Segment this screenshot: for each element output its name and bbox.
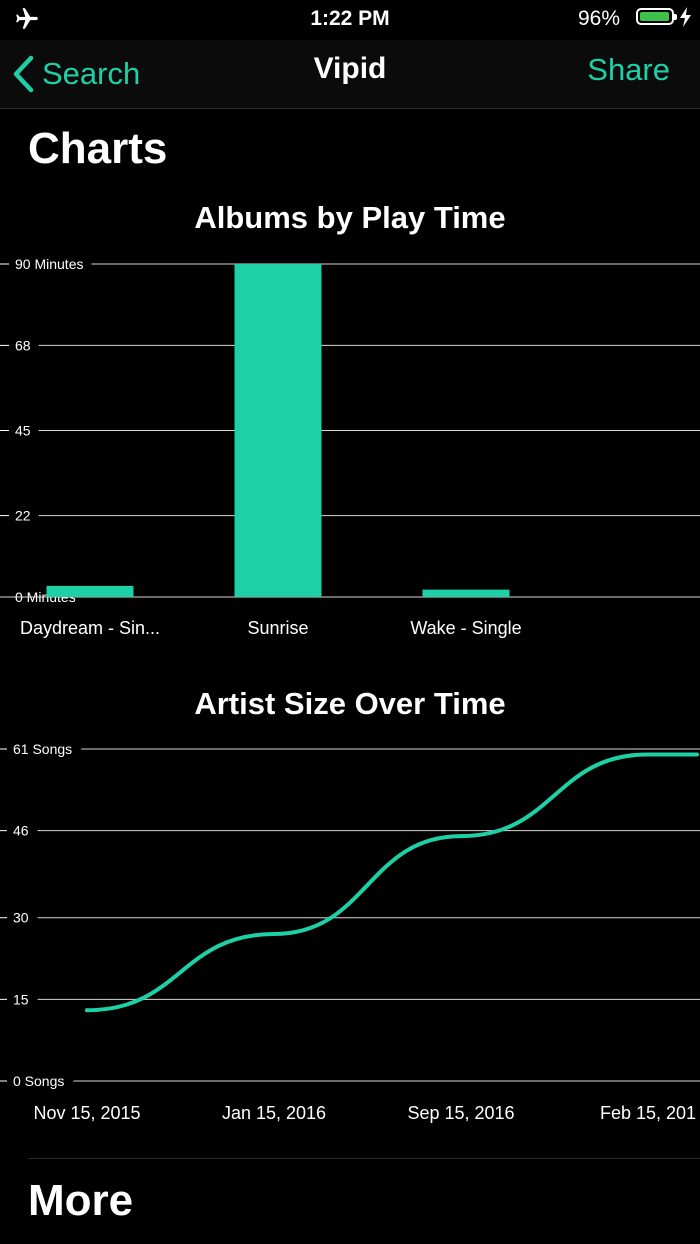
battery-percent: 96%	[577, 7, 620, 30]
line-chart: 0 Songs 15 30 46 61 Songs Nov 15, 2015 Jan 15,…	[0, 741, 700, 1123]
charging-bolt-icon	[680, 7, 692, 32]
y-tick-label: 22	[15, 508, 31, 524]
y-tick-label: 45	[15, 423, 31, 439]
back-button[interactable]: Search	[12, 50, 140, 98]
bar	[422, 589, 510, 597]
more-section-title: More	[28, 1176, 134, 1225]
y-tick-label: 46	[13, 823, 29, 839]
x-tick-label: Nov 15, 2015	[33, 1103, 140, 1123]
x-tick-label: Sep 15, 2016	[407, 1103, 514, 1123]
data-point	[85, 1008, 89, 1013]
section-divider	[28, 1158, 700, 1159]
data-point	[459, 834, 463, 839]
data-point	[272, 932, 276, 937]
charts-section-title: Charts	[28, 124, 168, 173]
x-tick-label: Sunrise	[247, 618, 308, 638]
x-tick-label: Daydream - Sin...	[20, 618, 160, 638]
y-tick-label: 68	[15, 337, 31, 353]
y-tick-label: 61 Songs	[13, 741, 72, 757]
x-tick-label: Feb 15, 201	[600, 1103, 696, 1123]
navigation-bar: Search Vipid Share	[0, 40, 700, 109]
data-point	[646, 752, 650, 757]
y-tick-label: 0 Songs	[13, 1073, 64, 1089]
line-chart-title: Artist Size Over Time	[194, 686, 506, 721]
x-tick-label: Wake - Single	[410, 618, 521, 638]
status-bar: 1:22 PM 96%	[0, 0, 700, 40]
y-tick-label: 90 Minutes	[15, 256, 83, 272]
bar	[46, 585, 134, 597]
chevron-left-icon	[13, 55, 34, 93]
x-tick-label: Jan 15, 2016	[222, 1103, 326, 1123]
bar-chart-title: Albums by Play Time	[194, 200, 506, 235]
series-line	[85, 752, 699, 1013]
share-button[interactable]: Share	[587, 52, 670, 87]
bar	[234, 264, 322, 597]
battery-icon	[636, 8, 677, 25]
airplane-icon	[12, 6, 42, 37]
y-tick-label: 30	[13, 910, 29, 926]
y-tick-label: 15	[13, 991, 29, 1007]
back-button-label: Search	[42, 56, 141, 91]
status-time: 1:22 PM	[310, 7, 390, 30]
